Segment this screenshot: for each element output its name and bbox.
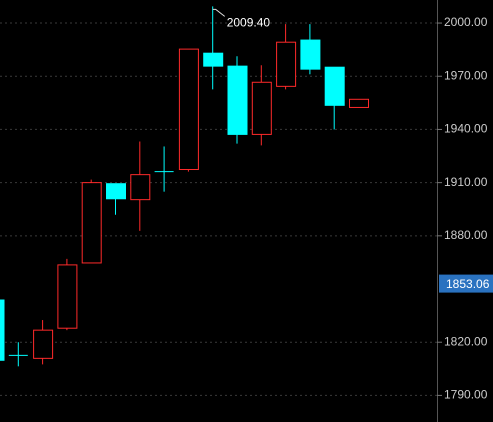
y-tick-label: 2000.00 xyxy=(444,15,488,29)
candle-body xyxy=(324,66,345,106)
y-tick-label: 1880.00 xyxy=(444,228,488,242)
last-price-label: 1853.06 xyxy=(446,277,490,291)
y-tick-label: 1790.00 xyxy=(444,388,488,402)
annotation-leader xyxy=(212,8,226,17)
candle-body xyxy=(33,329,54,359)
y-tick-label: 1940.00 xyxy=(444,122,488,136)
candle-body xyxy=(349,98,369,108)
y-tick-label: 1910.00 xyxy=(444,175,488,189)
candle-body xyxy=(203,52,224,67)
candle-body xyxy=(81,182,102,264)
candle-body xyxy=(251,81,272,135)
last-price-box xyxy=(439,274,493,293)
y-tick-label: 1820.00 xyxy=(444,334,488,348)
candle-body xyxy=(300,39,321,70)
candle-body xyxy=(106,183,126,200)
y-tick-label: 1970.00 xyxy=(444,68,488,82)
candle-body xyxy=(276,41,297,87)
annotation-label: 2009.40 xyxy=(227,16,271,30)
candle-body xyxy=(57,264,78,329)
candle-body xyxy=(0,299,5,361)
candle-body xyxy=(227,65,248,135)
candle-body xyxy=(130,174,151,201)
candle-body xyxy=(178,48,199,171)
